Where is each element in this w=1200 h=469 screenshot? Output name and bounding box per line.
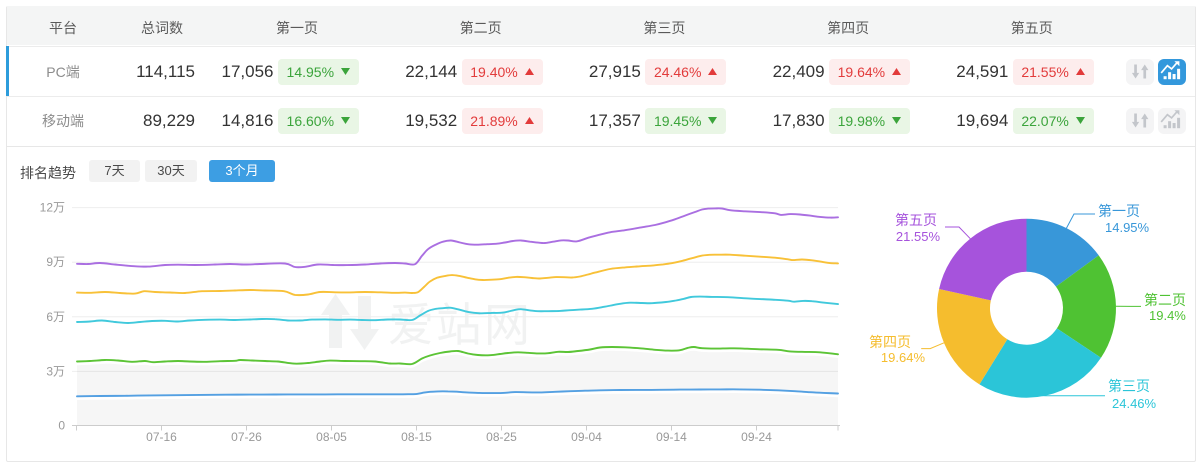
- svg-text:14.95%: 14.95%: [1105, 220, 1150, 235]
- svg-text:第三页: 第三页: [1108, 378, 1150, 394]
- svg-text:08-25: 08-25: [486, 430, 517, 444]
- svg-text:08-15: 08-15: [401, 430, 432, 444]
- svg-text:07-16: 07-16: [146, 430, 177, 444]
- svg-text:21.55%: 21.55%: [896, 229, 941, 244]
- svg-text:3万: 3万: [46, 364, 65, 378]
- svg-text:12万: 12万: [40, 201, 65, 215]
- svg-text:爱站网: 爱站网: [388, 299, 532, 351]
- svg-text:第一页: 第一页: [1098, 203, 1140, 219]
- svg-text:第五页: 第五页: [895, 212, 937, 228]
- svg-text:9万: 9万: [46, 255, 65, 269]
- svg-text:0: 0: [58, 419, 65, 433]
- svg-text:09-14: 09-14: [656, 430, 687, 444]
- svg-text:第四页: 第四页: [869, 334, 911, 350]
- svg-text:6万: 6万: [46, 310, 65, 324]
- svg-text:09-24: 09-24: [741, 430, 772, 444]
- svg-text:07-26: 07-26: [231, 430, 262, 444]
- svg-text:19.64%: 19.64%: [881, 350, 926, 365]
- svg-text:第二页: 第二页: [1144, 292, 1186, 308]
- svg-text:24.46%: 24.46%: [1112, 396, 1157, 411]
- svg-text:08-05: 08-05: [316, 430, 347, 444]
- svg-text:19.4%: 19.4%: [1149, 308, 1186, 323]
- svg-text:09-04: 09-04: [571, 430, 602, 444]
